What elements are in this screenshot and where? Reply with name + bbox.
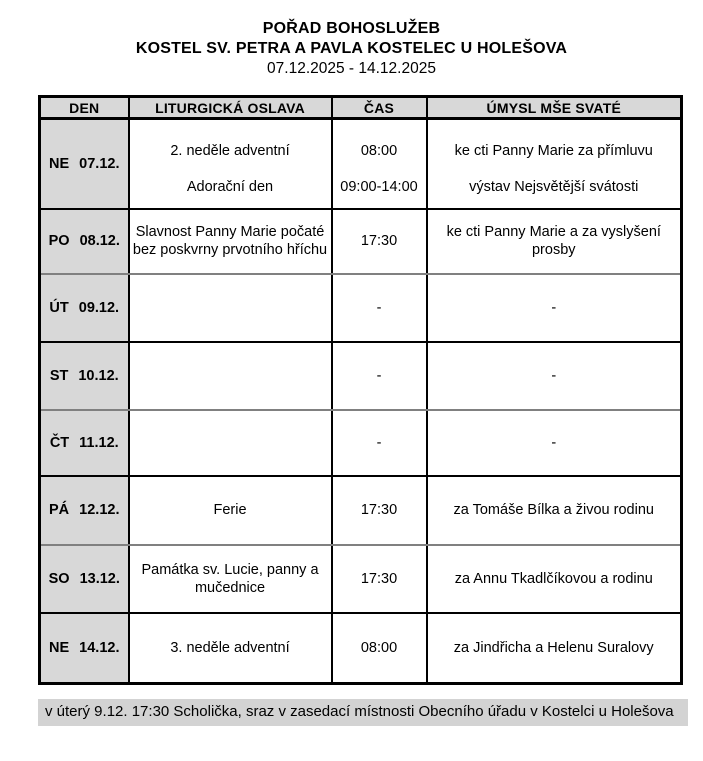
day-date: 14.12.	[79, 639, 120, 656]
celebration-cell	[128, 273, 333, 343]
time-cell: 17:30	[331, 208, 428, 275]
day-date: 08.12.	[79, 233, 120, 249]
intention-line: ke cti Panny Marie za přímluvu	[454, 142, 653, 159]
time-cell: -	[331, 273, 428, 343]
day-abbr: NE	[49, 155, 70, 172]
document-date-range: 07.12.2025 - 14.12.2025	[267, 60, 436, 77]
table-row-ne-0712: NE 07.12. 2. neděle adventní Adorační den…	[39, 118, 682, 210]
day-abbr: ST	[49, 367, 69, 384]
intention-cell: -	[426, 341, 682, 411]
intention-cell: ke cti Panny Marie za přímluvu výstav Ne…	[426, 118, 682, 210]
table-row-ut-0912: ÚT 09.12. - -	[39, 273, 682, 343]
table-row-st-1012: ST 10.12. - -	[39, 341, 682, 411]
intention-cell: ke cti Panny Marie a za vyslyšení prosby	[426, 208, 682, 275]
table-row-ct-1112: ČT 11.12. - -	[39, 409, 682, 477]
day-abbr: PO	[48, 233, 70, 249]
document-subtitle: KOSTEL SV. PETRA A PAVLA KOSTELEC U HOLE…	[135, 40, 568, 57]
day-cell: PO 08.12.	[39, 208, 130, 275]
col-header-time: ČAS	[331, 96, 428, 120]
intention-cell: za Tomáše Bílka a živou rodinu	[426, 475, 682, 546]
day-cell: ČT 11.12.	[39, 409, 130, 477]
table-row-so-1312: SO 13.12. Památka sv. Lucie, panny a muče…	[39, 544, 682, 614]
day-cell: NE 07.12.	[39, 118, 130, 210]
day-cell: ÚT 09.12.	[39, 273, 130, 343]
day-cell: PÁ 12.12.	[39, 475, 130, 546]
document-title: POŘAD BOHOSLUŽEB	[262, 20, 441, 37]
day-date: 13.12.	[79, 570, 120, 587]
celebration-cell: Slavnost Panny Marie počaté bez poskvrny…	[128, 208, 333, 275]
time-cell: 08:00 09:00-14:00	[331, 118, 428, 210]
table-row-ne-1412: NE 14.12. 3. neděle adventní 08:00 za Jin…	[39, 612, 682, 684]
day-date: 10.12.	[78, 367, 119, 384]
celebration-line: 2. neděle adventní	[170, 142, 290, 159]
time-cell: -	[331, 341, 428, 411]
time-line: 08:00	[360, 142, 398, 159]
celebration-cell: Ferie	[128, 475, 333, 546]
intention-cell: -	[426, 409, 682, 477]
table-row-pa-1212: PÁ 12.12. Ferie 17:30 za Tomáše Bílka a ž…	[39, 475, 682, 546]
day-date: 09.12.	[78, 299, 120, 316]
intention-line: výstav Nejsvětější svátosti	[469, 178, 639, 195]
time-cell: 17:30	[331, 544, 428, 614]
col-header-intention: ÚMYSL MŠE SVATÉ	[426, 96, 682, 120]
day-date: 12.12.	[79, 502, 120, 518]
celebration-cell	[128, 341, 333, 411]
document-header: POŘAD BOHOSLUŽEB KOSTEL SV. PETRA A PAVL…	[0, 0, 703, 79]
celebration-cell: 3. neděle adventní	[128, 612, 333, 684]
time-line: 09:00-14:00	[340, 178, 418, 195]
day-abbr: PÁ	[49, 502, 70, 518]
table-row-po-0812: PO 08.12. Slavnost Panny Marie počaté bez…	[39, 208, 682, 275]
schedule-table: DEN LITURGICKÁ OSLAVA ČAS ÚMYSL MŠE SVAT…	[38, 95, 683, 685]
header-row: DEN LITURGICKÁ OSLAVA ČAS ÚMYSL MŠE SVAT…	[39, 96, 682, 120]
day-cell: ST 10.12.	[39, 341, 130, 411]
day-abbr: SO	[48, 570, 70, 587]
celebration-cell	[128, 409, 333, 477]
celebration-line: Adorační den	[186, 178, 274, 195]
intention-cell: za Annu Tkadlčíkovou a rodinu	[426, 544, 682, 614]
time-cell: 17:30	[331, 475, 428, 546]
day-abbr: ČT	[49, 434, 70, 451]
col-header-day: DEN	[39, 96, 130, 120]
day-cell: NE 14.12.	[39, 612, 130, 684]
day-date: 11.12.	[79, 434, 119, 451]
celebration-cell: Památka sv. Lucie, panny a mučednice	[128, 544, 333, 614]
time-cell: -	[331, 409, 428, 477]
footnote: v úterý 9.12. 17:30 Scholička, sraz v za…	[38, 699, 688, 726]
day-cell: SO 13.12.	[39, 544, 130, 614]
day-abbr: NE	[49, 639, 70, 656]
celebration-cell: 2. neděle adventní Adorační den	[128, 118, 333, 210]
day-date: 07.12.	[79, 155, 120, 172]
col-header-celebration: LITURGICKÁ OSLAVA	[128, 96, 333, 120]
time-cell: 08:00	[331, 612, 428, 684]
intention-cell: za Jindřicha a Helenu Suralovy	[453, 639, 654, 656]
day-abbr: ÚT	[49, 299, 69, 316]
intention-cell: -	[426, 273, 682, 343]
